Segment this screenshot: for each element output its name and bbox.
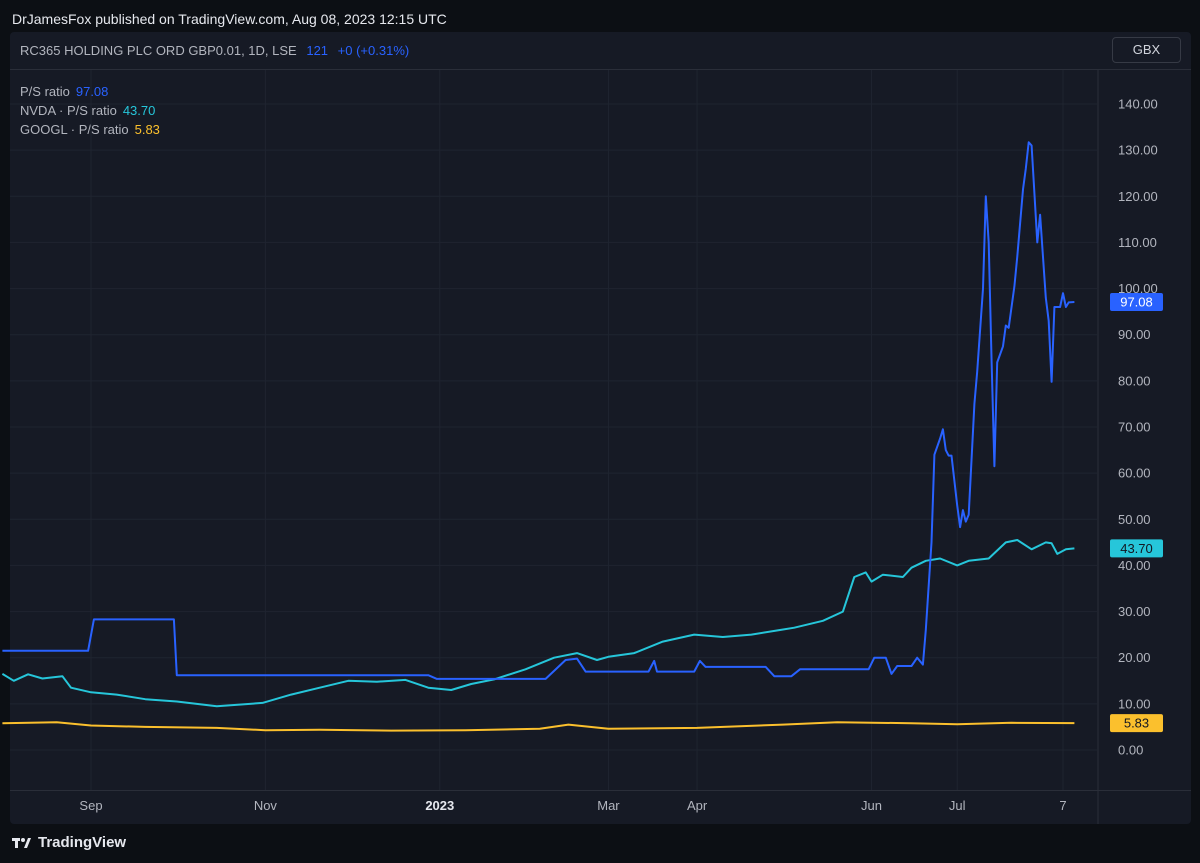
- legend-label: P/S ratio: [20, 84, 70, 99]
- y-tick-label: 60.00: [1118, 466, 1151, 481]
- legend-label: GOOGL · P/S ratio: [20, 122, 129, 137]
- price-change: +0 (+0.31%): [337, 43, 410, 58]
- y-tick-label: 80.00: [1118, 373, 1151, 388]
- publisher-line: DrJamesFox published on TradingView.com,…: [12, 11, 447, 27]
- symbol-title[interactable]: RC365 HOLDING PLC ORD GBP0.01, 1D, LSE: [20, 43, 297, 58]
- last-value-badge-googl: [1110, 714, 1163, 733]
- series-line-ps-ratio[interactable]: [2, 141, 1075, 680]
- tradingview-logo-icon: [12, 837, 31, 848]
- last-value-badge-ps-ratio: [1110, 293, 1163, 312]
- x-tick-label: 7: [1059, 798, 1066, 813]
- y-tick-label: 0.00: [1118, 743, 1143, 758]
- legend-item-nvda[interactable]: NVDA · P/S ratio 43.70: [20, 101, 160, 120]
- x-tick-label: Jun: [861, 798, 882, 813]
- legend-value: 43.70: [122, 103, 156, 118]
- last-value-label: 5.83: [1124, 716, 1149, 731]
- y-tick-label: 50.00: [1118, 512, 1151, 527]
- chart-legend: P/S ratio 97.08 NVDA · P/S ratio 43.70 GOO…: [20, 82, 160, 139]
- chart-header: RC365 HOLDING PLC ORD GBP0.01, 1D, LSE 1…: [20, 43, 409, 58]
- legend-item-ps-ratio[interactable]: P/S ratio 97.08: [20, 82, 160, 101]
- x-tick-label: 2023: [425, 798, 454, 813]
- legend-value: 97.08: [75, 84, 109, 99]
- y-tick-label: 70.00: [1118, 420, 1151, 435]
- footer: TradingView: [12, 834, 126, 851]
- y-tick-label: 90.00: [1118, 327, 1151, 342]
- y-tick-label: 130.00: [1118, 143, 1158, 158]
- x-tick-label: Nov: [254, 798, 278, 813]
- x-tick-label: Apr: [687, 798, 708, 813]
- series-line-googl[interactable]: [2, 721, 1075, 732]
- legend-item-googl[interactable]: GOOGL · P/S ratio 5.83: [20, 120, 160, 139]
- legend-value: 5.83: [134, 122, 160, 137]
- footer-brand[interactable]: TradingView: [38, 834, 127, 851]
- y-tick-label: 110.00: [1118, 235, 1157, 250]
- x-tick-label: Sep: [79, 798, 102, 813]
- y-tick-label: 140.00: [1118, 97, 1158, 112]
- y-tick-label: 10.00: [1118, 696, 1151, 711]
- x-tick-label: Jul: [949, 798, 966, 813]
- header-divider: [10, 69, 1191, 70]
- last-value-badge-nvda: [1110, 539, 1163, 558]
- series-line-nvda[interactable]: [1, 539, 1075, 708]
- last-value-label: 97.08: [1120, 295, 1153, 310]
- y-tick-label: 40.00: [1118, 558, 1151, 573]
- y-tick-label: 100.00: [1118, 281, 1158, 296]
- legend-label: NVDA · P/S ratio: [20, 103, 117, 118]
- last-value-label: 43.70: [1120, 541, 1153, 556]
- last-price: 121: [306, 43, 329, 58]
- y-tick-label: 30.00: [1118, 604, 1151, 619]
- x-tick-label: Mar: [597, 798, 620, 813]
- currency-button[interactable]: GBX: [1112, 37, 1181, 63]
- y-tick-label: 20.00: [1118, 650, 1151, 665]
- y-tick-label: 120.00: [1118, 189, 1158, 204]
